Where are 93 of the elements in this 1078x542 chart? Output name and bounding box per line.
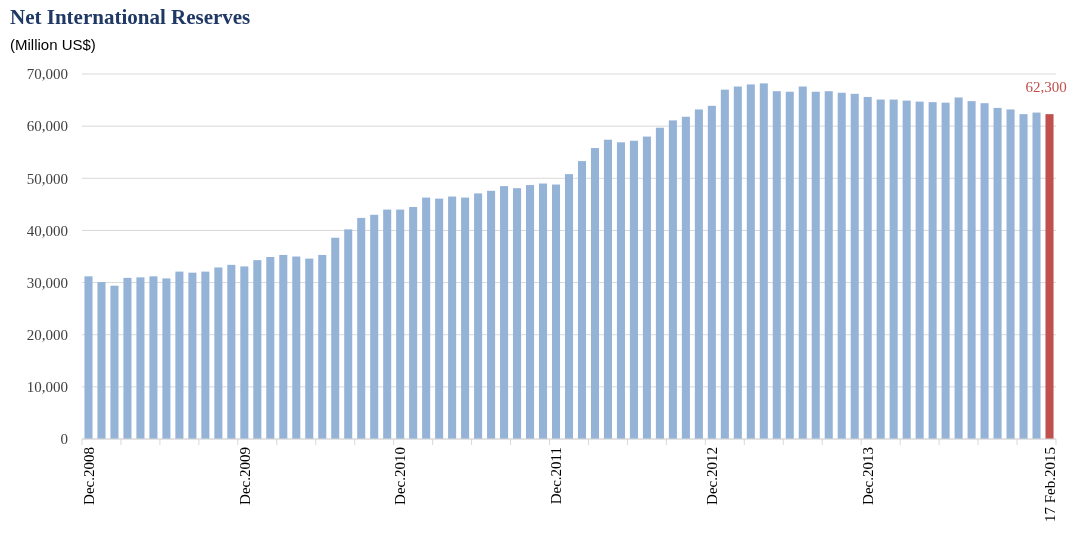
y-tick-label: 70,000 [26, 66, 68, 83]
bar [240, 266, 249, 439]
x-tick-label: Dec.2010 [392, 447, 409, 505]
data-label: 62,300 [1025, 79, 1067, 96]
bar [707, 105, 716, 439]
bar [811, 91, 820, 439]
bar [876, 99, 885, 439]
bar [850, 93, 859, 439]
bar [824, 91, 833, 439]
bar [227, 264, 236, 439]
bar [422, 197, 431, 439]
bar [980, 103, 989, 439]
chart-title: Net International Reserves [10, 5, 251, 29]
bar [409, 206, 418, 439]
bar [383, 209, 392, 439]
bar [564, 174, 574, 439]
bar [720, 89, 729, 439]
bar [772, 91, 781, 439]
bar [642, 136, 651, 439]
bar [863, 96, 872, 439]
bar [84, 276, 93, 439]
x-tick-label: Dec.2008 [80, 447, 97, 505]
bar [201, 271, 210, 439]
bar [616, 142, 625, 439]
y-tick-label: 50,000 [26, 170, 68, 187]
bar [539, 183, 548, 439]
bar [1032, 112, 1041, 439]
bar [162, 278, 171, 439]
chart-subtitle: (Million US$) [10, 36, 96, 53]
bar [266, 257, 275, 439]
bar [253, 260, 262, 439]
bar [305, 258, 314, 439]
bar [694, 109, 703, 439]
bar [331, 237, 340, 439]
bar [733, 86, 742, 439]
bar [837, 92, 846, 439]
bar [798, 86, 807, 439]
bar [928, 102, 937, 439]
y-tick-label: 0 [60, 431, 68, 448]
bar [889, 99, 898, 439]
bar [448, 196, 457, 439]
bar [941, 102, 950, 439]
bar [318, 254, 327, 439]
bar [993, 107, 1002, 439]
bar [759, 83, 768, 439]
bar [474, 193, 483, 439]
bar [785, 91, 794, 439]
bar [435, 198, 444, 439]
bar [590, 148, 599, 439]
bar [357, 217, 366, 439]
bar [513, 188, 522, 439]
x-tick-label: Dec.2013 [859, 447, 876, 505]
bar [188, 272, 197, 439]
x-tick-label: Dec.2012 [704, 447, 721, 505]
bar [461, 197, 470, 439]
bar [396, 209, 405, 439]
bar [668, 120, 677, 439]
bar [175, 271, 184, 439]
bar [1045, 114, 1054, 439]
bar [500, 186, 509, 439]
bar [902, 100, 911, 439]
bar [370, 214, 379, 439]
bar [214, 267, 223, 439]
bar [629, 140, 638, 439]
y-tick-label: 60,000 [26, 118, 68, 135]
bar [110, 285, 119, 439]
x-tick-label: Dec.2011 [548, 447, 565, 505]
bar [954, 97, 963, 439]
bar [1006, 109, 1015, 439]
y-tick-label: 30,000 [26, 274, 68, 291]
bar [655, 127, 664, 439]
bar [681, 116, 690, 439]
y-tick-label: 40,000 [26, 222, 68, 239]
bar [746, 84, 755, 439]
x-tick-label: 17 Feb.2015 [1041, 447, 1058, 522]
bar [526, 185, 535, 439]
bar [344, 229, 353, 439]
bar [1019, 114, 1028, 439]
bar [123, 277, 132, 439]
bar [967, 101, 976, 439]
y-tick-label: 20,000 [26, 326, 68, 343]
bar [136, 277, 145, 439]
bar [97, 282, 106, 439]
bar [292, 256, 301, 439]
bar [915, 101, 924, 439]
bar [149, 276, 158, 439]
bar [577, 161, 587, 439]
bar [603, 139, 612, 439]
bar [551, 184, 561, 439]
x-tick-label: Dec.2009 [236, 447, 253, 505]
bar [279, 254, 288, 439]
bar [487, 190, 496, 439]
y-tick-label: 10,000 [26, 379, 68, 396]
